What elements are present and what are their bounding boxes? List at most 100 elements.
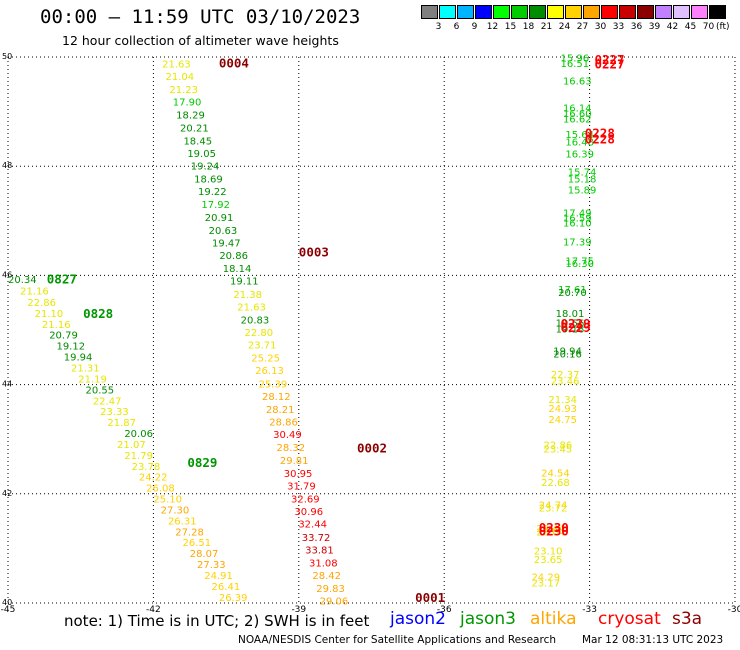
map-title: 00:00 – 11:59 UTC 03/10/2023 bbox=[40, 6, 361, 28]
swh-value-label: 22.86 bbox=[544, 440, 573, 451]
longitude-tick-label: -39 bbox=[291, 605, 306, 615]
swh-value-label: 19.22 bbox=[198, 187, 227, 198]
longitude-tick-label: -30 bbox=[728, 605, 740, 615]
swh-value-label: 22.80 bbox=[245, 328, 274, 339]
swh-value-label: 16.10 bbox=[563, 218, 592, 229]
swh-value-label: 19.94 bbox=[64, 353, 93, 364]
swh-value-label: 22.37 bbox=[551, 370, 580, 381]
swh-value-label: 28.12 bbox=[262, 392, 291, 403]
swh-value-label: 26.08 bbox=[146, 484, 175, 495]
longitude-tick-label: -33 bbox=[582, 605, 597, 615]
color-bin-label: 33 bbox=[612, 22, 625, 32]
color-bin-swatch bbox=[511, 5, 528, 19]
swh-value-label: 24.29 bbox=[531, 573, 560, 584]
color-bin-swatch bbox=[637, 5, 654, 19]
swh-value-label: 24.54 bbox=[541, 468, 570, 479]
color-bin-label: 27 bbox=[576, 22, 589, 32]
pass-time-label: 0004 bbox=[219, 55, 249, 70]
color-bin-swatch bbox=[673, 5, 690, 19]
latitude-tick-label: 50 bbox=[2, 52, 12, 61]
swh-value-label: 20.79 bbox=[49, 331, 78, 342]
map-subtitle: 12 hour collection of altimeter wave hei… bbox=[62, 33, 339, 48]
swh-value-label: 27.30 bbox=[161, 505, 190, 516]
swh-value-label: 15.18 bbox=[568, 175, 597, 186]
swh-value-label: 20.21 bbox=[180, 123, 209, 134]
swh-value-label: 21.23 bbox=[169, 85, 198, 96]
swh-value-label: 22.47 bbox=[93, 396, 122, 407]
color-scale-unit: (ft) bbox=[716, 22, 730, 32]
swh-value-label: 18.14 bbox=[223, 264, 252, 275]
latitude-tick-label: 48 bbox=[2, 161, 12, 170]
swh-value-label: 23.45 bbox=[544, 444, 573, 455]
swh-value-label: 17.39 bbox=[563, 237, 592, 248]
swh-value-label: 25.10 bbox=[153, 495, 182, 506]
swh-value-label: 18.45 bbox=[183, 136, 212, 147]
latitude-tick-label: 40 bbox=[2, 598, 12, 607]
swh-value-label: 15.96 bbox=[561, 53, 590, 64]
swh-value-label: 16.30 bbox=[565, 259, 594, 270]
color-bin-label: 21 bbox=[540, 22, 553, 32]
swh-value-label: 21.63 bbox=[237, 302, 266, 313]
swh-value-label: 24.22 bbox=[139, 473, 168, 484]
color-bin-label: 15 bbox=[504, 22, 517, 32]
swh-value-label: 23.17 bbox=[531, 579, 560, 590]
color-bin-label: 12 bbox=[486, 22, 499, 32]
color-bin-swatch bbox=[475, 5, 492, 19]
swh-value-label: 15.89 bbox=[568, 186, 597, 197]
swh-value-label: 19.11 bbox=[230, 277, 259, 288]
note-text: note: 1) Time is in UTC; 2) SWH is in fe… bbox=[64, 612, 370, 630]
swh-value-label: 19.47 bbox=[212, 238, 241, 249]
color-bin-label: 45 bbox=[684, 22, 697, 32]
color-bin-label: 6 bbox=[453, 22, 460, 32]
swh-value-label: 28.86 bbox=[269, 418, 298, 429]
swh-value-label: 16.14 bbox=[563, 104, 592, 115]
color-bin-swatch bbox=[547, 5, 564, 19]
swh-value-label: 20.16 bbox=[553, 349, 582, 360]
swh-value-label: 28.42 bbox=[312, 571, 341, 582]
swh-value-label: 23.46 bbox=[551, 377, 580, 388]
swh-value-label: 20.63 bbox=[209, 226, 238, 237]
swh-value-label: 19.18 bbox=[556, 325, 585, 336]
swh-value-label: 16.62 bbox=[563, 115, 592, 126]
swh-value-label: 19.24 bbox=[191, 161, 220, 172]
swh-value-label: 21.16 bbox=[42, 320, 71, 331]
color-bin-swatch bbox=[493, 5, 510, 19]
color-bin-label: 42 bbox=[666, 22, 679, 32]
swh-value-label: 28.07 bbox=[190, 549, 219, 560]
swh-value-label: 32.69 bbox=[291, 495, 320, 506]
pass-time-label: 0229 bbox=[561, 316, 591, 331]
swh-value-label: 30.95 bbox=[284, 469, 313, 480]
color-bin-swatch bbox=[655, 5, 672, 19]
swh-value-label: 29.81 bbox=[280, 456, 309, 467]
satellite-legend-jason3: jason3 bbox=[460, 609, 516, 629]
swh-value-label: 25.25 bbox=[251, 354, 280, 365]
swh-value-label: 20.55 bbox=[86, 385, 115, 396]
longitude-tick-label: -45 bbox=[1, 605, 16, 615]
swh-value-label: 29.83 bbox=[316, 584, 345, 595]
swh-value-label: 21.87 bbox=[107, 418, 136, 429]
swh-value-label: 22.86 bbox=[27, 298, 56, 309]
latitude-tick-label: 42 bbox=[2, 489, 12, 498]
color-bin-swatch bbox=[529, 5, 546, 19]
swh-value-label: 23.78 bbox=[132, 462, 161, 473]
color-bin-swatch bbox=[565, 5, 582, 19]
swh-value-label: 19.94 bbox=[553, 347, 582, 358]
swh-value-label: 27.28 bbox=[175, 527, 204, 538]
pass-time-label: 0230 bbox=[539, 520, 569, 535]
swh-value-label: 22.68 bbox=[541, 478, 570, 489]
swh-value-label: 23.44 bbox=[536, 524, 565, 535]
swh-value-label: 17.75 bbox=[565, 256, 594, 267]
swh-value-label: 21.07 bbox=[117, 440, 146, 451]
latitude-tick-label: 46 bbox=[2, 270, 12, 279]
color-bin-label: 39 bbox=[648, 22, 661, 32]
satellite-legend-cryosat: cryosat bbox=[598, 609, 661, 629]
pass-time-label: 0227 bbox=[594, 56, 624, 71]
color-bin-label: 3 bbox=[435, 22, 442, 32]
swh-value-label: 21.04 bbox=[166, 72, 195, 83]
longitude-tick-label: -36 bbox=[437, 605, 452, 615]
pass-time-label: 0001 bbox=[415, 590, 445, 605]
color-bin-swatch bbox=[457, 5, 474, 19]
color-bin-swatch bbox=[619, 5, 636, 19]
color-bin-label: 24 bbox=[558, 22, 571, 32]
